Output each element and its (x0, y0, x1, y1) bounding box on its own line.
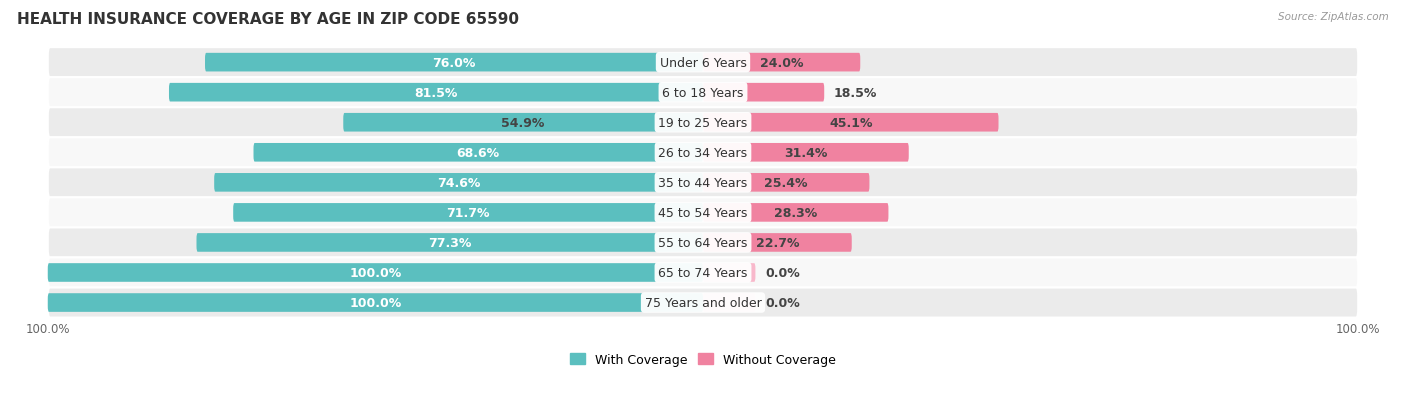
Text: 74.6%: 74.6% (437, 176, 481, 190)
FancyBboxPatch shape (703, 204, 889, 222)
Text: Under 6 Years: Under 6 Years (659, 57, 747, 69)
Text: 100.0%: 100.0% (349, 266, 402, 279)
FancyBboxPatch shape (48, 258, 1358, 288)
FancyBboxPatch shape (169, 84, 703, 102)
Text: 0.0%: 0.0% (765, 266, 800, 279)
FancyBboxPatch shape (48, 198, 1358, 228)
FancyBboxPatch shape (343, 114, 703, 132)
FancyBboxPatch shape (703, 294, 755, 312)
FancyBboxPatch shape (703, 54, 860, 72)
FancyBboxPatch shape (214, 173, 703, 192)
FancyBboxPatch shape (48, 78, 1358, 108)
FancyBboxPatch shape (48, 263, 703, 282)
Text: 68.6%: 68.6% (457, 147, 499, 159)
FancyBboxPatch shape (205, 54, 703, 72)
FancyBboxPatch shape (48, 294, 703, 312)
Text: 35 to 44 Years: 35 to 44 Years (658, 176, 748, 190)
FancyBboxPatch shape (703, 263, 755, 282)
Text: 100.0%: 100.0% (349, 296, 402, 309)
Text: 81.5%: 81.5% (415, 86, 458, 100)
Text: 22.7%: 22.7% (755, 236, 799, 249)
Text: 31.4%: 31.4% (785, 147, 828, 159)
Text: 75 Years and older: 75 Years and older (644, 296, 762, 309)
Text: Source: ZipAtlas.com: Source: ZipAtlas.com (1278, 12, 1389, 22)
FancyBboxPatch shape (703, 144, 908, 162)
FancyBboxPatch shape (48, 168, 1358, 198)
FancyBboxPatch shape (703, 173, 869, 192)
FancyBboxPatch shape (48, 228, 1358, 258)
Text: 76.0%: 76.0% (432, 57, 475, 69)
FancyBboxPatch shape (48, 48, 1358, 78)
Text: 18.5%: 18.5% (834, 86, 877, 100)
Text: 54.9%: 54.9% (502, 116, 544, 129)
Text: 26 to 34 Years: 26 to 34 Years (658, 147, 748, 159)
Text: 45 to 54 Years: 45 to 54 Years (658, 206, 748, 219)
Text: 45.1%: 45.1% (830, 116, 873, 129)
Text: HEALTH INSURANCE COVERAGE BY AGE IN ZIP CODE 65590: HEALTH INSURANCE COVERAGE BY AGE IN ZIP … (17, 12, 519, 27)
FancyBboxPatch shape (233, 204, 703, 222)
Text: 65 to 74 Years: 65 to 74 Years (658, 266, 748, 279)
Text: 71.7%: 71.7% (446, 206, 489, 219)
FancyBboxPatch shape (48, 288, 1358, 318)
Text: 77.3%: 77.3% (427, 236, 471, 249)
Text: 6 to 18 Years: 6 to 18 Years (662, 86, 744, 100)
Text: 0.0%: 0.0% (765, 296, 800, 309)
Text: 25.4%: 25.4% (765, 176, 808, 190)
Text: 28.3%: 28.3% (775, 206, 817, 219)
FancyBboxPatch shape (48, 108, 1358, 138)
FancyBboxPatch shape (197, 234, 703, 252)
FancyBboxPatch shape (48, 138, 1358, 168)
FancyBboxPatch shape (703, 234, 852, 252)
Text: 24.0%: 24.0% (759, 57, 803, 69)
Text: 55 to 64 Years: 55 to 64 Years (658, 236, 748, 249)
Legend: With Coverage, Without Coverage: With Coverage, Without Coverage (565, 348, 841, 371)
FancyBboxPatch shape (703, 114, 998, 132)
FancyBboxPatch shape (253, 144, 703, 162)
Text: 19 to 25 Years: 19 to 25 Years (658, 116, 748, 129)
FancyBboxPatch shape (703, 84, 824, 102)
